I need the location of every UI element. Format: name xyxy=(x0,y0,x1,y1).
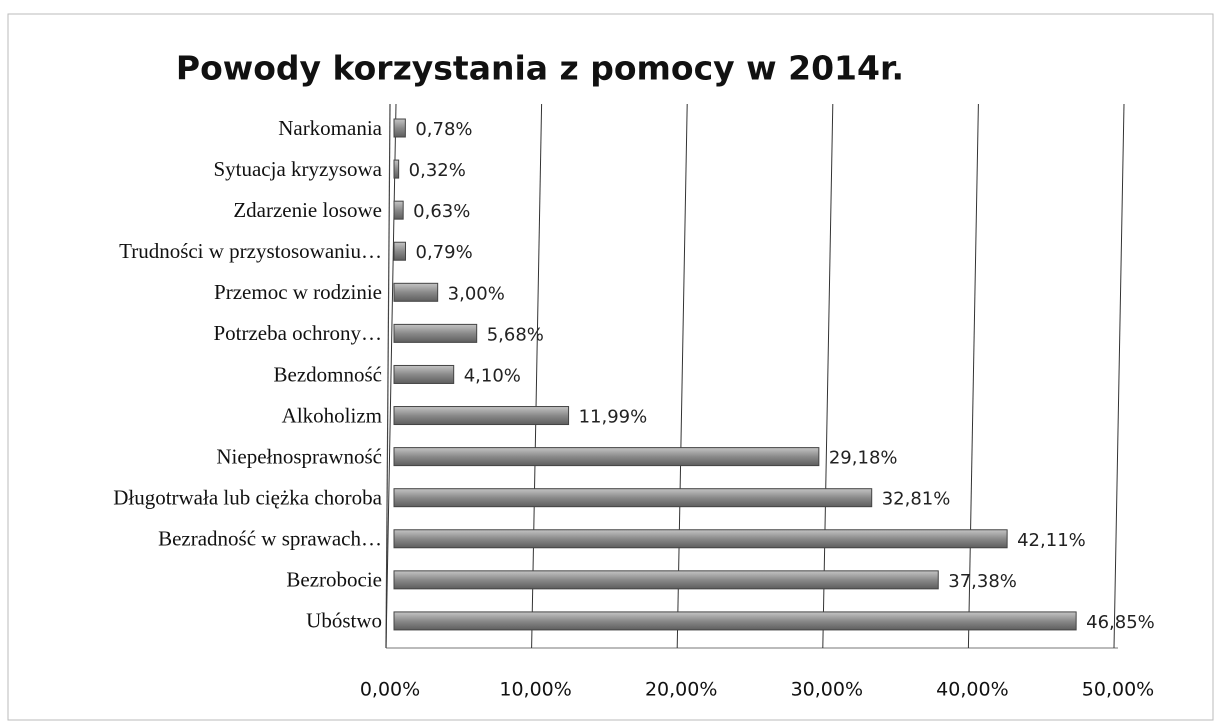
value-label: 0,32% xyxy=(409,160,466,181)
y-tick-label: Potrzeba ochrony… xyxy=(213,321,382,345)
x-tick-label: 0,00% xyxy=(360,679,420,701)
axis-line xyxy=(385,103,391,649)
grid-line xyxy=(676,103,688,649)
value-label: 42,11% xyxy=(1017,530,1086,551)
value-label: 0,78% xyxy=(415,119,472,140)
y-tick-label: Alkoholizm xyxy=(282,403,382,427)
grid-line xyxy=(822,103,834,649)
y-tick-label: Trudności w przystosowaniu… xyxy=(119,239,382,263)
value-label: 32,81% xyxy=(882,489,951,510)
value-label: 37,38% xyxy=(948,571,1017,592)
value-label: 11,99% xyxy=(579,407,648,428)
bar xyxy=(393,241,407,261)
bar xyxy=(393,159,400,179)
grid-line xyxy=(531,103,543,649)
value-label: 4,10% xyxy=(464,365,521,386)
bar xyxy=(393,529,1008,549)
grid-line xyxy=(967,103,979,649)
y-tick-label: Bezradność w sprawach… xyxy=(158,527,382,551)
bar xyxy=(393,323,478,343)
x-tick-label: 40,00% xyxy=(936,679,1008,701)
grid-line xyxy=(1113,103,1125,649)
bar xyxy=(393,364,455,384)
y-tick-label: Ubóstwo xyxy=(306,609,382,633)
chart-title: Powody korzystania z pomocy w 2014r. xyxy=(176,49,904,88)
y-tick-label: Bezrobocie xyxy=(286,568,382,592)
frame xyxy=(7,13,1214,721)
y-tick-label: Długotrwała lub ciężka choroba xyxy=(113,486,382,510)
y-tick-label: Przemoc w rodzinie xyxy=(214,280,382,304)
bar xyxy=(393,406,570,426)
x-tick-label: 30,00% xyxy=(791,679,863,701)
bar xyxy=(393,282,439,302)
y-tick-label: Niepełnosprawność xyxy=(216,444,382,468)
grid-line xyxy=(385,103,397,649)
y-tick-label: Zdarzenie losowe xyxy=(233,198,382,222)
y-tick-label: Bezdomność xyxy=(274,362,382,386)
value-label: 0,79% xyxy=(416,242,473,263)
value-label: 3,00% xyxy=(448,283,505,304)
bar xyxy=(393,570,939,590)
y-tick-label: Sytuacja kryzysowa xyxy=(213,157,382,181)
bar xyxy=(393,488,873,508)
bar xyxy=(393,118,406,138)
value-label: 29,18% xyxy=(829,448,898,469)
x-tick-label: 20,00% xyxy=(645,679,717,701)
value-label: 0,63% xyxy=(413,201,470,222)
x-tick-label: 50,00% xyxy=(1082,679,1154,701)
value-label: 46,85% xyxy=(1086,612,1155,633)
y-tick-label: Narkomania xyxy=(278,116,382,140)
x-tick-label: 10,00% xyxy=(499,679,571,701)
bar xyxy=(393,611,1077,631)
bar xyxy=(393,447,820,467)
bar xyxy=(393,200,404,220)
value-label: 5,68% xyxy=(487,324,544,345)
